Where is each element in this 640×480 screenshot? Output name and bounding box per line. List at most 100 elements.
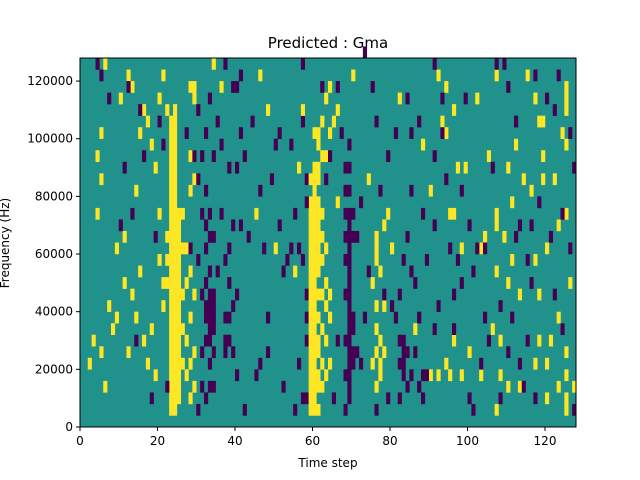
cell-low — [517, 219, 523, 232]
cell-high — [176, 392, 182, 405]
cell-high — [494, 403, 499, 416]
cell-high — [165, 254, 170, 266]
cell-high — [545, 242, 550, 255]
cell-high — [308, 300, 313, 312]
cell-low — [386, 392, 391, 405]
cell-high — [169, 288, 174, 301]
cell-low — [196, 173, 201, 186]
cell-high — [169, 369, 174, 382]
cell-low — [514, 115, 519, 128]
cell-high — [169, 254, 174, 266]
cell-low — [293, 403, 298, 416]
cell-low — [235, 81, 240, 93]
cell-low — [324, 173, 329, 186]
cell-high — [180, 357, 185, 370]
cell-high — [114, 242, 120, 255]
cell-low — [572, 403, 577, 416]
cell-high — [161, 69, 166, 82]
cell-high — [169, 300, 174, 312]
cell-high — [374, 254, 379, 266]
cell-low — [483, 311, 488, 324]
cell-low — [347, 311, 352, 324]
cell-high — [134, 184, 139, 197]
cell-high — [176, 300, 182, 312]
cell-low — [235, 161, 240, 174]
cell-high — [173, 173, 178, 186]
cell-high — [517, 288, 523, 301]
cell-high — [157, 92, 162, 105]
cell-high — [316, 207, 321, 220]
cell-low — [192, 150, 197, 163]
cell-high — [374, 230, 379, 243]
cell-high — [176, 334, 182, 347]
cell-high — [316, 138, 321, 151]
cell-high — [169, 230, 174, 243]
cell-low — [401, 334, 406, 347]
cell-high — [169, 311, 174, 324]
cell-low — [374, 403, 379, 416]
cell-high — [421, 138, 426, 151]
cell-high — [320, 150, 325, 163]
cell-low — [413, 277, 418, 289]
cell-low — [273, 138, 278, 151]
cell-low — [401, 357, 406, 370]
cell-low — [281, 265, 286, 278]
cell-high — [459, 242, 464, 255]
cell-high — [184, 242, 189, 255]
cell-high — [122, 277, 127, 289]
cell-low — [347, 357, 352, 370]
cell-low — [347, 300, 352, 312]
cell-low — [405, 346, 410, 359]
cell-high — [533, 254, 538, 266]
cell-low — [300, 115, 306, 128]
cell-high — [312, 311, 317, 324]
cell-high — [517, 380, 523, 393]
cell-high — [176, 357, 182, 370]
cell-high — [308, 265, 313, 278]
cell-low — [471, 265, 476, 278]
cell-high — [169, 196, 174, 209]
cell-high — [537, 288, 542, 301]
cell-high — [308, 207, 313, 220]
cell-high — [506, 161, 511, 174]
cell-high — [502, 230, 507, 243]
cell-high — [545, 392, 550, 405]
cell-high — [320, 207, 325, 220]
cell-low — [525, 334, 530, 347]
cell-high — [176, 311, 182, 324]
cell-low — [223, 334, 228, 347]
cell-high — [169, 207, 174, 220]
cell-high — [378, 265, 383, 278]
cell-high — [176, 242, 182, 255]
cell-high — [312, 265, 317, 278]
cell-high — [95, 150, 100, 163]
cell-high — [312, 346, 317, 359]
cell-high — [552, 173, 557, 186]
cell-high — [165, 230, 170, 243]
cell-high — [176, 323, 182, 335]
cell-high — [494, 219, 499, 232]
cell-high — [556, 380, 561, 393]
cell-high — [169, 346, 174, 359]
cell-high — [192, 92, 197, 105]
cell-low — [227, 311, 232, 324]
cell-low — [207, 380, 213, 393]
cell-high — [312, 288, 317, 301]
cell-low — [200, 346, 205, 359]
cell-high — [254, 207, 259, 220]
cell-low — [149, 392, 154, 405]
cell-high — [169, 392, 174, 405]
cell-low — [397, 288, 402, 301]
cell-high — [366, 173, 371, 186]
cell-low — [227, 242, 232, 255]
cell-high — [479, 242, 484, 255]
cell-low — [196, 104, 201, 116]
cell-high — [374, 242, 379, 255]
cell-low — [351, 207, 356, 220]
cell-low — [204, 392, 209, 405]
cell-high — [382, 219, 387, 232]
cell-high — [114, 311, 120, 324]
cell-high — [169, 403, 174, 416]
cell-high — [169, 127, 174, 139]
cell-high — [126, 346, 131, 359]
